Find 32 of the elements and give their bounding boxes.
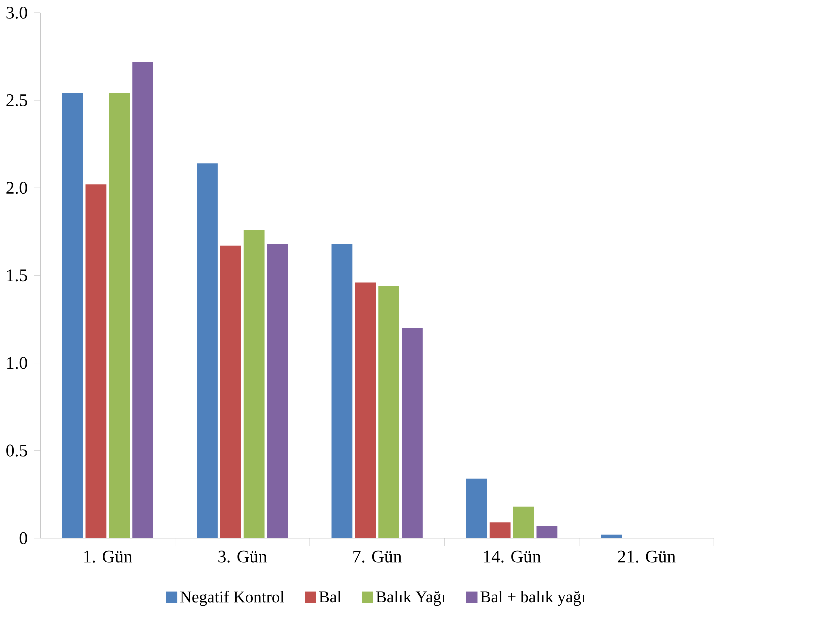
bar <box>402 328 423 539</box>
y-tick-label: 2.5 <box>6 94 28 107</box>
bar <box>220 246 242 539</box>
y-tick-label: 0 <box>20 532 28 544</box>
legend-label: Bal + balık yağı <box>480 591 586 606</box>
bar <box>109 94 130 539</box>
bar <box>197 164 218 539</box>
bar <box>490 522 511 539</box>
bar <box>86 184 107 539</box>
x-tick-label: 3. Gün <box>218 551 268 563</box>
x-tick-label: 21. Gün <box>618 551 676 563</box>
bar <box>244 230 265 539</box>
bar <box>466 478 488 539</box>
y-tick-label: 2.0 <box>6 182 28 194</box>
y-tick-label: 0.5 <box>6 444 28 457</box>
bar <box>132 62 154 539</box>
bar <box>332 244 353 539</box>
bar <box>378 286 400 539</box>
x-tick-label: 14. Gün <box>484 551 542 563</box>
bar <box>267 244 288 539</box>
legend-label: Bal <box>319 591 342 603</box>
y-tick-label: 3.0 <box>6 7 28 20</box>
bar <box>536 526 558 539</box>
bar <box>355 282 376 539</box>
x-tick-label: 7. Gün <box>354 551 402 563</box>
bar <box>513 506 534 539</box>
legend-label: Negatif Kontrol <box>180 591 284 606</box>
x-tick-label: 1. Gün <box>84 551 133 563</box>
y-tick-label: 1.5 <box>7 270 28 282</box>
y-tick-label: 1.0 <box>7 357 28 370</box>
legend-label: Balık Yağı <box>376 591 446 606</box>
bar <box>62 94 84 539</box>
